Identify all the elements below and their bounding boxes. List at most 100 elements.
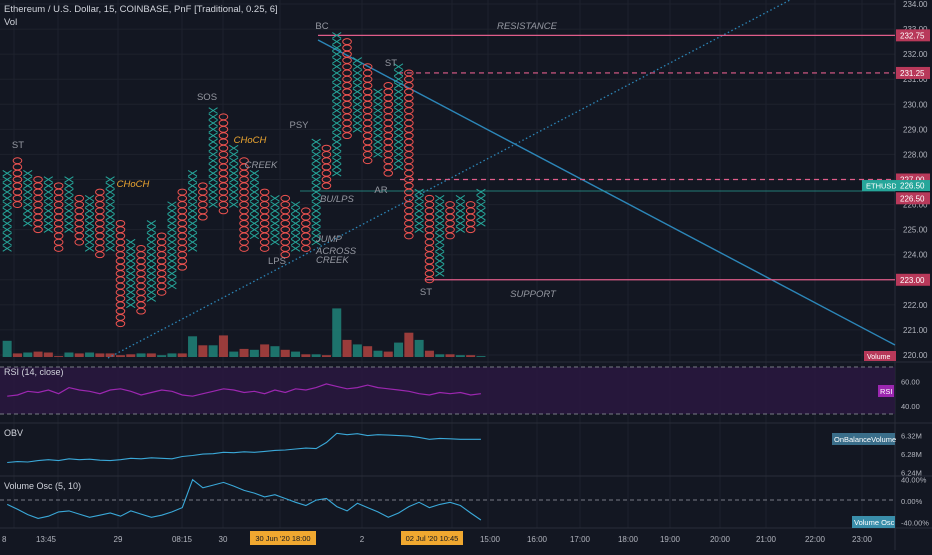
time-highlight-label: 02 Jul '20 10:45 <box>406 534 459 543</box>
level-price-tag <box>896 29 930 42</box>
pnf-x-box <box>393 144 404 152</box>
annotation-label: BC <box>315 21 328 32</box>
pnf-x-box <box>23 169 33 177</box>
volume-bar <box>136 353 146 357</box>
pnf-x-box <box>455 195 466 202</box>
pnf-x-box <box>455 213 466 221</box>
pnf-x-box <box>373 119 383 127</box>
pnf-o-box <box>404 69 414 77</box>
pnf-x-box <box>146 245 157 252</box>
pnf-x-box <box>290 207 301 215</box>
pnf-x-box <box>290 245 301 252</box>
pnf-x-box <box>455 226 466 233</box>
pnf-x-box <box>43 182 54 190</box>
pnf-x-box <box>23 213 33 221</box>
annotation-label: JUMP <box>315 234 343 245</box>
pnf-x-box <box>290 213 301 221</box>
pnf-x-box <box>2 207 12 215</box>
volume-bar <box>352 344 362 357</box>
volume-bar <box>291 351 301 357</box>
pnf-x-box <box>146 257 157 265</box>
annotation-label: RESISTANCE <box>497 21 558 32</box>
pnf-x-box <box>167 251 177 258</box>
pnf-x-box <box>84 232 95 240</box>
pnf-x-box <box>105 238 115 246</box>
annotation-label: ST <box>12 140 24 151</box>
volume-bar <box>2 340 12 357</box>
pnf-x-box <box>2 201 12 208</box>
pnf-x-box <box>332 144 342 152</box>
obv-title: OBV <box>4 428 23 438</box>
annotation-label: LPS <box>268 256 286 267</box>
pnf-o-box <box>383 82 394 89</box>
volume-bars <box>2 308 486 357</box>
pnf-x-box <box>435 238 445 246</box>
volume-bar <box>280 349 290 357</box>
pnf-x-box <box>270 201 280 208</box>
pnf-x-box <box>146 238 157 246</box>
time-tick-label: 15:00 <box>480 535 501 544</box>
pnf-x-box <box>167 245 177 252</box>
volume-bar <box>33 351 43 357</box>
price-label-secondary: 226.50 <box>900 194 925 203</box>
level-price-label: 223.00 <box>900 276 925 285</box>
pnf-x-box <box>208 107 218 114</box>
pnf-x-box <box>208 126 218 133</box>
pnf-x-box <box>126 276 136 284</box>
pnf-x-box <box>435 195 445 202</box>
obv-badge-bg <box>832 433 895 445</box>
volume-bar <box>198 345 208 357</box>
pnf-x-box <box>126 270 136 277</box>
pnf-x-box <box>332 151 342 158</box>
pnf-x-box <box>23 176 33 183</box>
volume-bar <box>167 353 177 357</box>
time-axis[interactable]: 8 13:45 29 08:15 30 2 15:00 16:00 17:00 18:00 19:0… <box>2 531 873 545</box>
pnf-x-box <box>2 182 12 190</box>
pnf-x-box <box>167 220 177 227</box>
pnf-x-box <box>84 220 95 227</box>
pnf-x-box <box>105 220 115 227</box>
pnf-x-box <box>64 176 74 183</box>
pnf-x-box <box>208 132 218 139</box>
pnf-x-box <box>229 157 239 164</box>
time-tick-label: 17:00 <box>570 535 591 544</box>
vol-label: Vol <box>4 17 17 28</box>
time-tick-label: 22:00 <box>805 535 826 544</box>
pnf-x-box <box>332 126 342 133</box>
time-highlight-label: 30 Jun '20 18:00 <box>255 534 310 543</box>
pnf-x-box <box>167 263 177 271</box>
rsi-title: RSI (14, close) <box>4 367 64 377</box>
pnf-x-box <box>435 213 445 221</box>
pnf-x-box <box>126 289 136 296</box>
pnf-x-box <box>2 245 12 252</box>
pnf-x-box <box>270 195 280 202</box>
annotation-label: SOS <box>197 92 217 103</box>
descending-trend-line <box>317 39 896 346</box>
pnf-x-box <box>105 201 115 208</box>
pnf-o-box <box>33 176 43 183</box>
indicator-tick-label: 6.28M <box>901 450 922 459</box>
pnf-x-box <box>311 238 321 246</box>
pnf-x-box <box>332 101 342 108</box>
volume-bar <box>260 344 270 357</box>
pnf-x-box <box>332 113 342 121</box>
volume-bar <box>177 353 187 357</box>
pnf-x-box <box>290 201 301 208</box>
pnf-x-box <box>352 57 363 64</box>
pnf-x-box <box>43 207 54 215</box>
annotation-label: PSY <box>289 120 309 131</box>
pnf-x-box <box>311 138 321 146</box>
pnf-x-box <box>373 151 383 158</box>
pnf-x-box <box>187 232 198 240</box>
price-axis[interactable]: 234.00233.00232.00231.00230.00229.00228.… <box>862 0 930 361</box>
pnf-x-box <box>435 251 445 258</box>
pnf-x-box <box>43 201 54 208</box>
pnf-o-box <box>115 219 126 227</box>
obv-line <box>7 432 481 464</box>
pnf-x-box <box>311 188 321 196</box>
pnf-x-box <box>126 295 136 302</box>
pnf-x-box <box>373 94 383 102</box>
pnf-x-box <box>455 220 466 227</box>
pnf-x-box <box>187 213 198 221</box>
